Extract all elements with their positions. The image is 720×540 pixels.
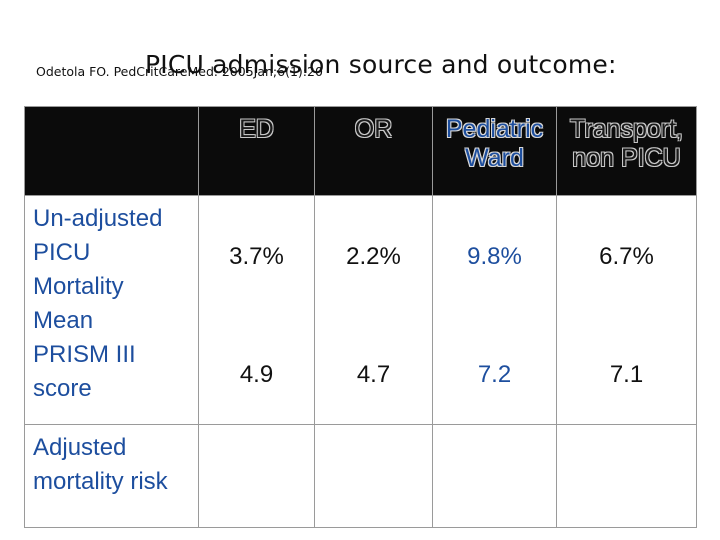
ed-cell: 3.7% 4.9 (198, 195, 315, 425)
ward-cell: 9.8% 7.2 (432, 195, 557, 425)
ed-mortality-value: 3.7% (229, 243, 284, 270)
ward-adjusted-cell (432, 424, 557, 528)
slide-title: PICU admission source and outcome: (145, 50, 617, 79)
transport-prism-value: 7.1 (609, 361, 644, 388)
row-labels: Un-adjusted PICU Mortality Mean PRISM II… (24, 195, 199, 425)
citation: Odetola FO. PedCritCareMed. 2005Jan;6(1)… (36, 64, 323, 79)
header-ed: ED (198, 106, 315, 196)
header-pediatric-ward: Pediatric Ward (432, 106, 557, 196)
row-label-line: Mean (33, 307, 94, 334)
table-row: Adjusted mortality risk (24, 424, 697, 528)
header-pediatric-line1: Pediatric (445, 115, 544, 143)
header-or: OR (314, 106, 433, 196)
or-prism-value: 4.7 (356, 361, 391, 388)
header-transport: Transport, non PICU (556, 106, 697, 196)
row-label-line: mortality risk (33, 468, 168, 495)
header-transport-line2: non PICU (572, 144, 681, 172)
transport-mortality-value: 6.7% (599, 243, 654, 270)
row-label-line: PICU (33, 239, 91, 266)
header-row: ED OR Pediatric Ward Transport, non PICU (24, 106, 697, 196)
ed-prism-value: 4.9 (239, 361, 274, 388)
ed-adjusted-cell (198, 424, 315, 528)
row-label-line: PRISM III (33, 341, 136, 368)
row-label-line: Un-adjusted (33, 205, 163, 232)
row-label-adjusted: Adjusted mortality risk (24, 424, 199, 528)
transport-cell: 6.7% 7.1 (556, 195, 697, 425)
header-pediatric-line2: Ward (465, 144, 524, 172)
or-cell: 2.2% 4.7 (314, 195, 433, 425)
row-label-line: Mortality (33, 273, 124, 300)
table-row: Un-adjusted PICU Mortality Mean PRISM II… (24, 195, 697, 425)
row-label-line: score (33, 375, 92, 402)
header-transport-line1: Transport, (569, 115, 683, 143)
row-label-line: Adjusted (33, 434, 127, 461)
ward-prism-value: 7.2 (477, 361, 512, 388)
transport-adjusted-cell (556, 424, 697, 528)
header-corner-cell (24, 106, 199, 196)
or-mortality-value: 2.2% (346, 243, 401, 270)
outcome-table: ED OR Pediatric Ward Transport, non PICU… (24, 106, 697, 528)
ward-mortality-value: 9.8% (467, 243, 522, 270)
or-adjusted-cell (314, 424, 433, 528)
